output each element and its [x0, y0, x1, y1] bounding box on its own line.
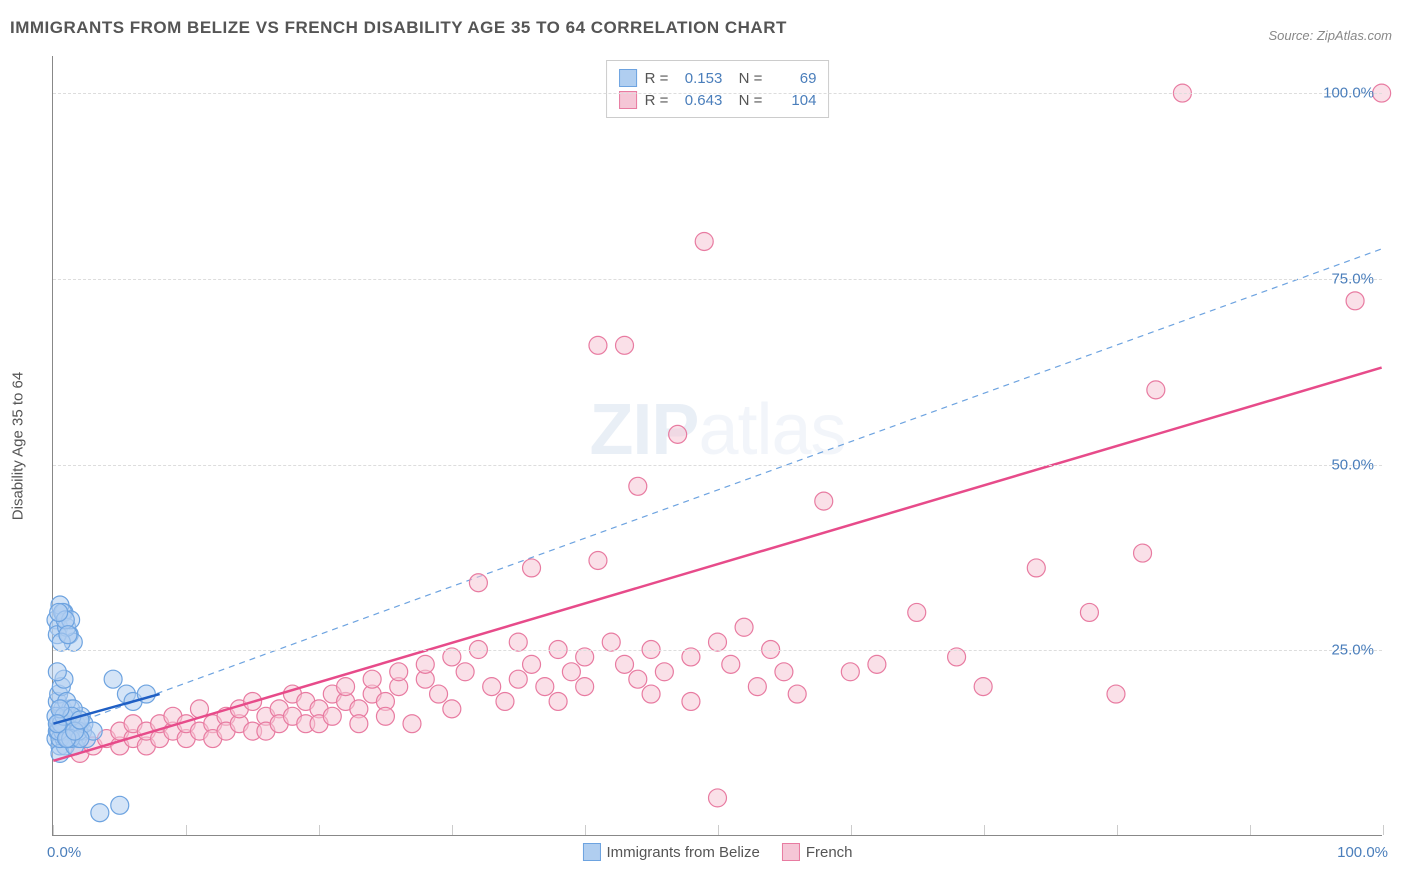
data-point: [509, 633, 527, 651]
data-point: [682, 692, 700, 710]
data-point: [709, 789, 727, 807]
x-tick: [1117, 825, 1118, 835]
data-point: [50, 603, 68, 621]
y-axis-title: Disability Age 35 to 64: [10, 372, 27, 520]
data-point: [576, 678, 594, 696]
trend-line: [53, 368, 1381, 761]
data-point: [496, 692, 514, 710]
data-point: [483, 678, 501, 696]
data-point: [616, 336, 634, 354]
data-point: [337, 678, 355, 696]
data-point: [1027, 559, 1045, 577]
bottom-legend: Immigrants from Belize French: [582, 843, 852, 861]
x-tick: [186, 825, 187, 835]
gridline-h: [53, 279, 1382, 280]
x-tick: [585, 825, 586, 835]
data-point: [629, 477, 647, 495]
data-point: [48, 663, 66, 681]
source-attribution: Source: ZipAtlas.com: [1268, 28, 1392, 43]
data-point: [748, 678, 766, 696]
data-point: [722, 655, 740, 673]
data-point: [350, 715, 368, 733]
x-tick: [319, 825, 320, 835]
data-point: [1107, 685, 1125, 703]
y-tick-label: 100.0%: [1323, 85, 1374, 102]
y-tick-label: 75.0%: [1331, 270, 1374, 287]
legend-label-1: Immigrants from Belize: [606, 844, 759, 861]
legend-item-2: French: [782, 843, 853, 861]
data-point: [104, 670, 122, 688]
x-tick: [53, 825, 54, 835]
gridline-h: [53, 650, 1382, 651]
data-point: [443, 700, 461, 718]
data-point: [974, 678, 992, 696]
data-point: [841, 663, 859, 681]
data-point: [669, 425, 687, 443]
data-point: [523, 559, 541, 577]
data-point: [111, 796, 129, 814]
data-point: [469, 574, 487, 592]
data-point: [695, 232, 713, 250]
x-min-label: 0.0%: [47, 844, 81, 861]
data-point: [775, 663, 793, 681]
data-point: [523, 655, 541, 673]
data-point: [456, 663, 474, 681]
data-point: [416, 655, 434, 673]
data-point: [642, 685, 660, 703]
x-tick: [851, 825, 852, 835]
legend-label-2: French: [806, 844, 853, 861]
data-point: [735, 618, 753, 636]
data-point: [376, 707, 394, 725]
x-max-label: 100.0%: [1337, 844, 1388, 861]
plot-svg: [53, 56, 1382, 835]
gridline-h: [53, 465, 1382, 466]
data-point: [1080, 603, 1098, 621]
data-point: [509, 670, 527, 688]
data-point: [629, 670, 647, 688]
chart-title: IMMIGRANTS FROM BELIZE VS FRENCH DISABIL…: [10, 18, 787, 38]
swatch-series2-icon: [782, 843, 800, 861]
data-point: [536, 678, 554, 696]
data-point: [868, 655, 886, 673]
data-point: [1134, 544, 1152, 562]
data-point: [430, 685, 448, 703]
data-point: [616, 655, 634, 673]
data-point: [549, 692, 567, 710]
data-point: [1346, 292, 1364, 310]
gridline-h: [53, 93, 1382, 94]
data-point: [363, 670, 381, 688]
data-point: [709, 633, 727, 651]
plot-area: ZIPatlas R = 0.153 N = 69 R = 0.643 N = …: [52, 56, 1382, 836]
x-tick: [718, 825, 719, 835]
y-tick-label: 25.0%: [1331, 642, 1374, 659]
x-tick: [1250, 825, 1251, 835]
x-tick: [1383, 825, 1384, 835]
x-tick: [984, 825, 985, 835]
data-point: [403, 715, 421, 733]
data-point: [59, 626, 77, 644]
y-tick-label: 50.0%: [1331, 456, 1374, 473]
chart-container: IMMIGRANTS FROM BELIZE VS FRENCH DISABIL…: [0, 0, 1406, 892]
swatch-series1-icon: [582, 843, 600, 861]
data-point: [91, 804, 109, 822]
legend-item-1: Immigrants from Belize: [582, 843, 759, 861]
trend-line: [53, 249, 1381, 731]
data-point: [908, 603, 926, 621]
data-point: [323, 707, 341, 725]
data-point: [589, 552, 607, 570]
x-tick: [452, 825, 453, 835]
data-point: [655, 663, 673, 681]
data-point: [1147, 381, 1165, 399]
data-point: [815, 492, 833, 510]
data-point: [788, 685, 806, 703]
data-point: [602, 633, 620, 651]
data-point: [589, 336, 607, 354]
data-point: [390, 663, 408, 681]
data-point: [562, 663, 580, 681]
